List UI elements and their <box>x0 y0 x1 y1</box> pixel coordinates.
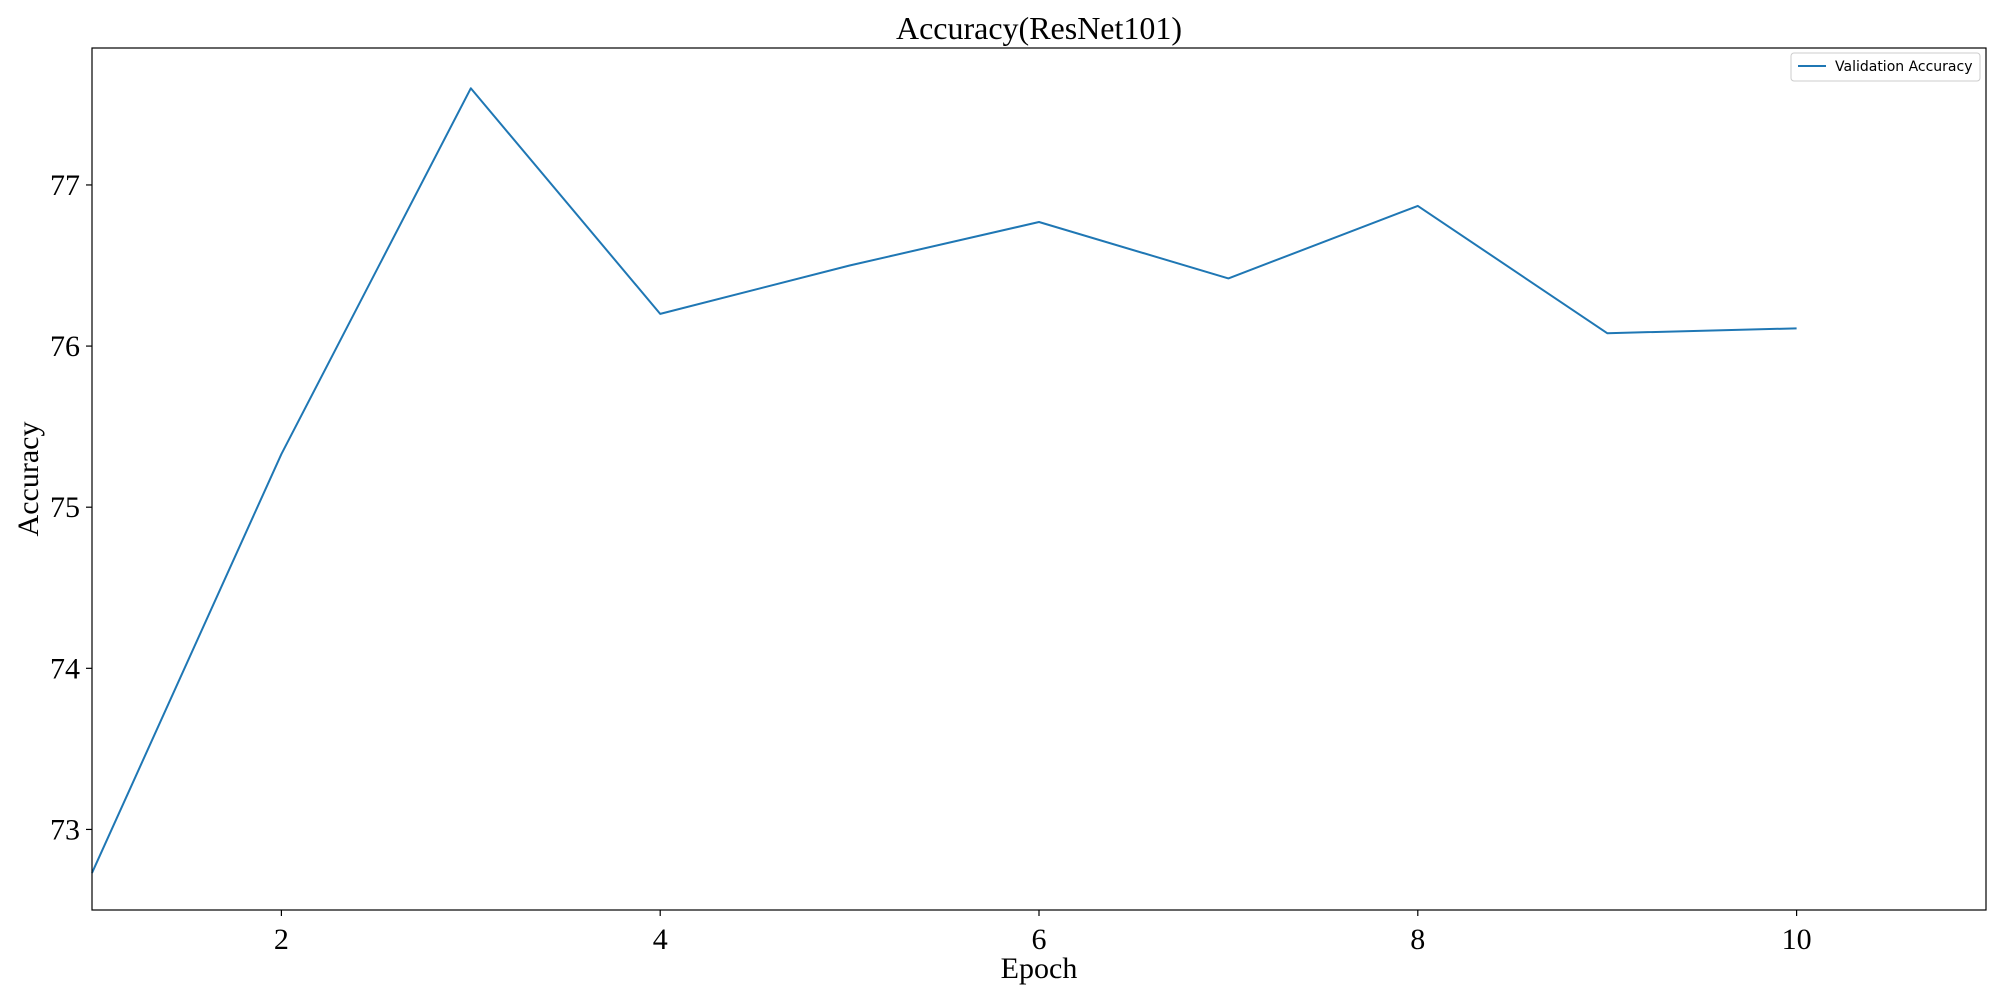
x-tick-label: 10 <box>1782 923 1812 956</box>
y-axis-ticks: 73 74 75 76 77 <box>50 169 92 846</box>
x-tick-label: 4 <box>653 923 668 956</box>
legend: Validation Accuracy <box>1790 52 1981 82</box>
y-axis-label: Accuracy <box>12 422 45 537</box>
series-line-0 <box>91 87 1797 874</box>
legend-label: Validation Accuracy <box>1835 59 1973 75</box>
x-tick-label: 2 <box>274 923 289 956</box>
y-tick-label: 77 <box>50 169 80 202</box>
y-tick-label: 75 <box>50 491 80 524</box>
chart-title: Accuracy(ResNet101) <box>896 10 1182 46</box>
x-tick-label: 6 <box>1032 923 1047 956</box>
x-axis-label: Epoch <box>1001 952 1078 985</box>
y-tick-label: 76 <box>50 330 80 363</box>
y-tick-label: 74 <box>50 652 80 685</box>
y-tick-label: 73 <box>50 813 80 846</box>
x-tick-label: 8 <box>1410 923 1425 956</box>
legend-box <box>1790 52 1981 82</box>
x-axis-ticks: 2 4 6 8 10 <box>274 910 1812 956</box>
plot-area <box>91 87 1797 874</box>
